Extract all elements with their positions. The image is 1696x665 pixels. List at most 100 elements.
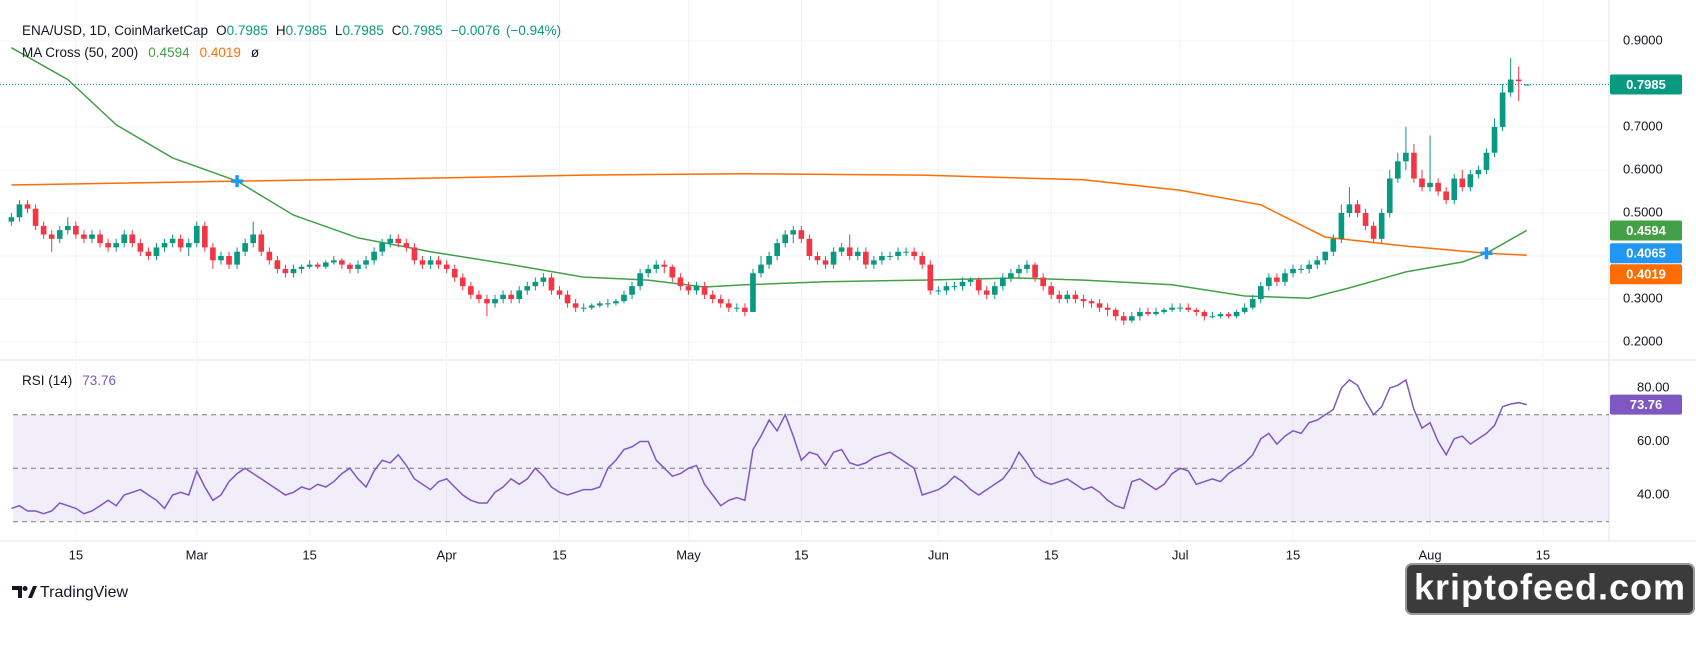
- ohlc-value: 0.7985: [342, 23, 383, 38]
- candle-body: [355, 264, 361, 269]
- candle-body: [1346, 204, 1353, 213]
- candle-body: [935, 290, 942, 292]
- candle-body: [1193, 309, 1200, 312]
- candle-body: [927, 264, 934, 291]
- candle-body: [572, 303, 579, 308]
- candle-body: [516, 290, 523, 300]
- candle-body: [1386, 178, 1393, 213]
- candle-body: [242, 243, 248, 252]
- ma-cross-header[interactable]: MA Cross (50, 200) 0.4594 0.4019 ø: [22, 45, 259, 60]
- candle-body: [1008, 273, 1014, 278]
- hide-icon[interactable]: ø: [251, 45, 259, 60]
- candle-body: [1282, 273, 1288, 282]
- candle-body: [919, 256, 926, 265]
- x-tick-label: Jun: [928, 547, 949, 562]
- candle-body: [1443, 191, 1449, 201]
- candle-body: [742, 307, 748, 312]
- candle-body: [1088, 301, 1095, 304]
- candle-body: [846, 247, 853, 257]
- candle-body: [790, 230, 797, 235]
- candle-body: [379, 243, 385, 252]
- candle-body: [951, 286, 958, 288]
- candle-body: [1201, 311, 1208, 317]
- candle-body: [1185, 307, 1192, 310]
- y-tick-label: 0.9000: [1623, 32, 1663, 47]
- y-tick-label: 0.7000: [1623, 118, 1663, 133]
- candle-body: [580, 307, 587, 309]
- rsi-band: [13, 414, 1609, 522]
- x-tick-label: 15: [69, 547, 83, 562]
- candle-body: [524, 286, 531, 291]
- y-tick-label: 0.2000: [1623, 334, 1663, 349]
- chart-layer: 15 Mar 15 Apr 15 May 15 Jun 15 Jul 15 Aug 15 0.2000 0.…: [0, 0, 1696, 562]
- candle-body: [282, 268, 289, 274]
- candle-body: [1217, 314, 1224, 317]
- candle-body: [363, 260, 369, 265]
- rsi-tag-box: [1610, 394, 1682, 415]
- candle-body: [8, 217, 15, 222]
- candle-body: [677, 277, 684, 287]
- candle-body: [1177, 307, 1183, 309]
- candle-body: [202, 225, 208, 248]
- change-value: −0.0076: [451, 23, 500, 38]
- candle-body: [1306, 264, 1312, 269]
- candle-body: [218, 256, 224, 261]
- candle-body: [129, 234, 136, 244]
- candle-body: [717, 299, 724, 304]
- indicator-name: MA Cross (50, 200): [22, 45, 138, 60]
- candle-body: [1080, 299, 1087, 302]
- candle-body: [1274, 277, 1280, 282]
- candle-body: [419, 260, 426, 265]
- candle-body: [1072, 294, 1079, 300]
- candle-body: [266, 251, 273, 261]
- candle-body: [709, 294, 716, 300]
- candle-body: [774, 243, 780, 257]
- candle-body: [1411, 152, 1417, 179]
- candle-body: [838, 247, 845, 252]
- candle-body: [621, 294, 627, 302]
- candle-body: [1330, 238, 1337, 252]
- candle-body: [661, 264, 668, 267]
- candle-body: [121, 234, 128, 244]
- candle-body: [758, 264, 764, 274]
- candle-body: [1120, 316, 1127, 321]
- ohlc-value: 0.7985: [286, 23, 327, 38]
- rsi-header[interactable]: RSI (14) 73.76: [22, 373, 116, 388]
- candle-body: [1378, 212, 1385, 239]
- candle-body: [137, 243, 144, 252]
- candle-body: [153, 247, 160, 257]
- candle-body: [1515, 79, 1522, 82]
- candle-body: [16, 204, 23, 218]
- candle-body: [806, 238, 813, 257]
- candle-body: [1153, 311, 1159, 315]
- candle-body: [983, 290, 990, 295]
- price-tag-box: [1610, 220, 1682, 241]
- candle-body: [451, 268, 458, 278]
- x-tick-label: 15: [794, 547, 808, 562]
- candle-body: [1314, 260, 1321, 265]
- candle-body: [371, 251, 377, 261]
- candle-body: [1000, 277, 1006, 287]
- candle-body: [298, 266, 305, 269]
- ohlc-letter: L: [335, 23, 343, 38]
- tradingview-logo[interactable]: TradingView: [12, 584, 128, 601]
- candle-body: [629, 286, 635, 295]
- candle-body: [1419, 178, 1425, 188]
- candle-body: [258, 234, 265, 252]
- candle-body: [500, 294, 506, 300]
- candle-body: [330, 260, 337, 263]
- x-tick-label: Apr: [437, 547, 458, 562]
- candle-body: [959, 281, 966, 287]
- candle-body: [210, 247, 216, 261]
- candle-body: [24, 204, 31, 209]
- x-tick-label: 15: [552, 547, 566, 562]
- candle-body: [56, 230, 63, 239]
- candle-body: [1370, 225, 1377, 239]
- candle-body: [1024, 264, 1030, 269]
- candle-body: [1322, 251, 1329, 261]
- cross-marker: [231, 175, 244, 188]
- candle-body: [1128, 316, 1135, 321]
- candle-body: [1523, 84, 1530, 86]
- candle-body: [492, 299, 498, 304]
